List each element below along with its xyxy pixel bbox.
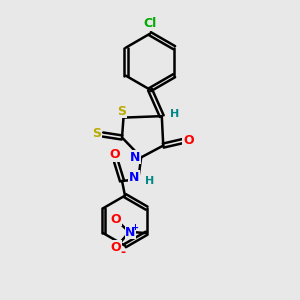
- Text: Cl: Cl: [143, 17, 157, 30]
- Text: S: S: [92, 128, 101, 140]
- Text: O: O: [110, 212, 121, 226]
- Text: S: S: [118, 105, 127, 118]
- Text: -: -: [120, 245, 125, 259]
- Text: O: O: [110, 148, 120, 161]
- Text: N: N: [125, 226, 136, 239]
- Text: +: +: [131, 223, 138, 232]
- Text: O: O: [110, 241, 121, 254]
- Text: N: N: [129, 171, 139, 184]
- Text: H: H: [146, 176, 154, 186]
- Text: N: N: [130, 151, 140, 164]
- Text: H: H: [170, 109, 180, 119]
- Text: O: O: [183, 134, 194, 147]
